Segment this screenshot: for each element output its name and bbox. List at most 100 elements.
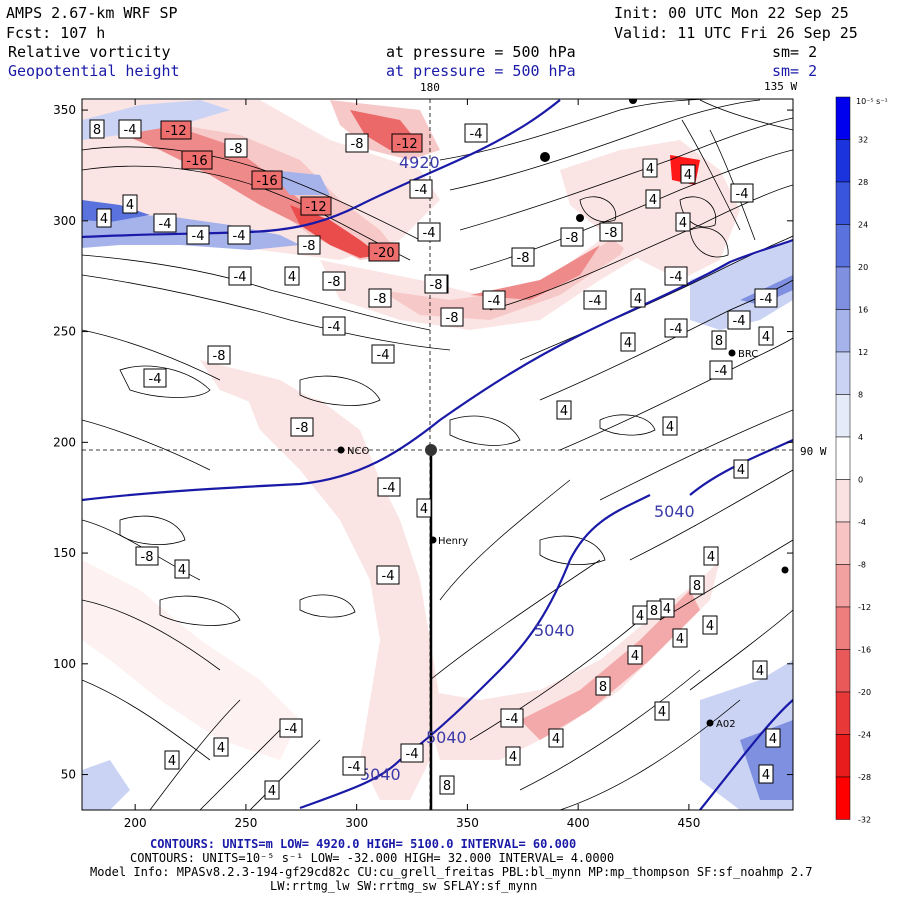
vorticity-label-box — [371, 344, 395, 364]
colorbar-segment — [835, 776, 851, 820]
vorticity-label-box — [122, 194, 138, 214]
vorticity-label-box — [711, 330, 727, 350]
vorticity-label: -12 — [305, 200, 326, 215]
vorticity-label: -20 — [373, 246, 394, 261]
vorticity-label: 4 — [178, 563, 186, 578]
y-tick-label: 350 — [53, 103, 76, 117]
vorticity-label-box — [409, 179, 433, 199]
vorticity-label: -8 — [328, 275, 341, 290]
vorticity-label: -4 — [415, 183, 428, 198]
lon-label-180: 180 — [420, 81, 440, 94]
vorticity-label: 4 — [168, 754, 176, 769]
vorticity-label: -8 — [296, 421, 309, 436]
vorticity-label: 4 — [684, 168, 692, 183]
vorticity-label: 4 — [552, 732, 560, 747]
colorbar-tick-label: 20 — [858, 263, 868, 272]
vorticity-label-box — [709, 360, 733, 380]
vorticity-label: -8 — [141, 550, 154, 565]
vorticity-label: 4 — [762, 768, 770, 783]
vorticity-label-box — [118, 119, 142, 139]
height-label: 4920 — [399, 153, 440, 172]
vorticity-label: 4 — [676, 632, 684, 647]
vorticity-label: -4 — [488, 294, 501, 309]
vorticity-label: -4 — [736, 187, 749, 202]
x-tick-label: 450 — [677, 816, 700, 830]
vorticity-label: 8 — [693, 579, 701, 594]
vorticity-label-box — [680, 164, 696, 184]
vorticity-label: 8 — [443, 779, 451, 794]
vorticity-label-box — [642, 158, 658, 178]
colorbar-tick-label: -24 — [858, 731, 871, 740]
vorticity-label: -4 — [159, 217, 172, 232]
vorticity-label-box — [368, 242, 400, 262]
vorticity-label-box — [620, 332, 636, 352]
station-marker — [728, 349, 736, 357]
vorticity-label-box — [322, 271, 346, 291]
colorbar-segment — [835, 734, 851, 778]
vorticity-label-box — [560, 227, 584, 247]
vorticity-label: -4 — [506, 712, 519, 727]
vorticity-label: -4 — [233, 229, 246, 244]
height-label: 5040 — [360, 765, 401, 784]
plot-frame — [81, 98, 794, 811]
vorticity-label: 4 — [634, 292, 642, 307]
colorbar-segment — [835, 224, 851, 268]
vorticity-label-box — [758, 764, 774, 784]
vorticity-label: -4 — [670, 322, 683, 337]
station-label: NCO — [347, 446, 369, 457]
station-label: BRC — [738, 349, 758, 360]
vorticity-label: 4 — [631, 649, 639, 664]
vorticity-label: 4 — [706, 619, 714, 634]
valid-time: Valid: 11 UTC Fri 26 Sep 25 — [614, 24, 858, 42]
station-label: Henry — [438, 536, 468, 547]
vorticity-label-box — [675, 212, 691, 232]
vorticity-label: -4 — [234, 270, 247, 285]
field2-level: at pressure = 500 hPa — [386, 62, 576, 80]
vorticity-label: 4 — [762, 330, 770, 345]
colorbar-tick-label: -20 — [858, 688, 871, 697]
vorticity-label-box — [482, 290, 506, 310]
vorticity-label: -4 — [733, 314, 746, 329]
colorbar-tick-label: 16 — [858, 306, 868, 315]
colorbar-tick-label: 8 — [858, 391, 863, 400]
vorticity-label: 8 — [715, 334, 723, 349]
vorticity-label: 4 — [666, 420, 674, 435]
vorticity-label-box — [251, 170, 283, 190]
vorticity-label: 4 — [420, 502, 428, 517]
vorticity-label: -4 — [192, 229, 205, 244]
lon-label-135w: 135 W — [764, 80, 798, 93]
vorticity-label-box — [89, 119, 105, 139]
vorticity-label-box — [556, 400, 572, 420]
colorbar-tick-label: -4 — [858, 518, 866, 527]
vorticity-label-box — [213, 737, 229, 757]
vorticity-label-box — [153, 213, 177, 233]
vorticity-label: 4 — [658, 705, 666, 720]
plot-area: NCO Henry BRC A02 5040 5040 5040 5040 49… — [82, 99, 793, 810]
vorticity-label-box — [439, 775, 455, 795]
vorticity-label: -8 — [430, 278, 443, 293]
vorticity-label-box — [376, 565, 400, 585]
x-tick-label: 400 — [567, 816, 590, 830]
vorticity-label-box — [595, 676, 611, 696]
vorticity-label-box — [290, 417, 314, 437]
vorticity-label-box — [400, 743, 424, 763]
colorbar-segment — [835, 266, 851, 310]
colorbar-segment — [835, 181, 851, 225]
vorticity-label: -4 — [760, 292, 773, 307]
y-tick-label: 150 — [53, 546, 76, 560]
vorticity-label: -16 — [256, 174, 277, 189]
vorticity-label-box — [224, 138, 248, 158]
vorticity-label: -8 — [566, 231, 579, 246]
vorticity-label-box — [758, 326, 774, 346]
vorticity-label-box — [181, 150, 213, 170]
vorticity-label: 4 — [268, 784, 276, 799]
vorticity-label-box — [672, 628, 688, 648]
station-marker — [781, 566, 789, 574]
vorticity-label: -4 — [589, 294, 602, 309]
physics-info: LW:rrtmg_lw SW:rrtmg_sw SFLAY:sf_mynn — [270, 879, 538, 893]
height-label: 5040 — [426, 728, 467, 747]
station-marker — [629, 99, 637, 104]
vorticity-label: 4 — [707, 550, 715, 565]
vorticity-label-box — [160, 120, 192, 140]
